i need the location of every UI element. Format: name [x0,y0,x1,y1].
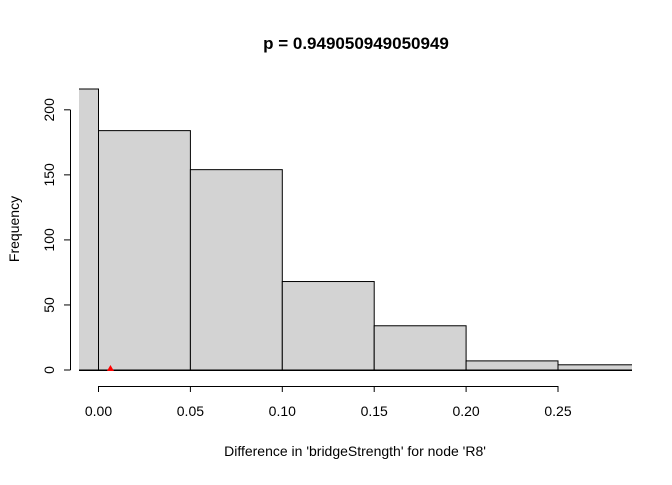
histogram-bar-4 [373,325,467,371]
x-tick-label-0: 0.00 [85,403,112,419]
histogram-bar-2 [189,169,283,371]
x-tick-label-3: 0.15 [361,403,388,419]
y-tick-label-2: 100 [41,228,57,252]
x-tick-label-4: 0.20 [452,403,479,419]
y-tick-label-4: 200 [41,98,57,122]
x-tick-label-1: 0.05 [177,403,204,419]
y-axis-label: Frequency [6,196,22,262]
histogram-bar-1 [98,130,191,371]
histogram-bar-3 [281,281,375,371]
chart-title: p = 0.949050949050949 [263,34,449,53]
x-tick-label-2: 0.10 [269,403,296,419]
x-axis: 0.00 0.05 0.10 0.15 0.20 0.25 [85,386,572,419]
histogram-bar-6 [557,364,632,371]
histogram-bar-5 [465,360,559,371]
x-tick-label-5: 0.25 [544,403,571,419]
y-tick-label-0: 0 [41,366,57,374]
y-tick-label-3: 150 [41,163,57,187]
observed-value-marker [106,365,114,371]
observed-marker-group [106,365,114,371]
y-tick-label-1: 50 [41,297,57,313]
x-axis-label: Difference in 'bridgeStrength' for node … [224,443,486,459]
plot-area [79,88,632,371]
y-axis: 0 50 100 150 200 [41,98,71,374]
